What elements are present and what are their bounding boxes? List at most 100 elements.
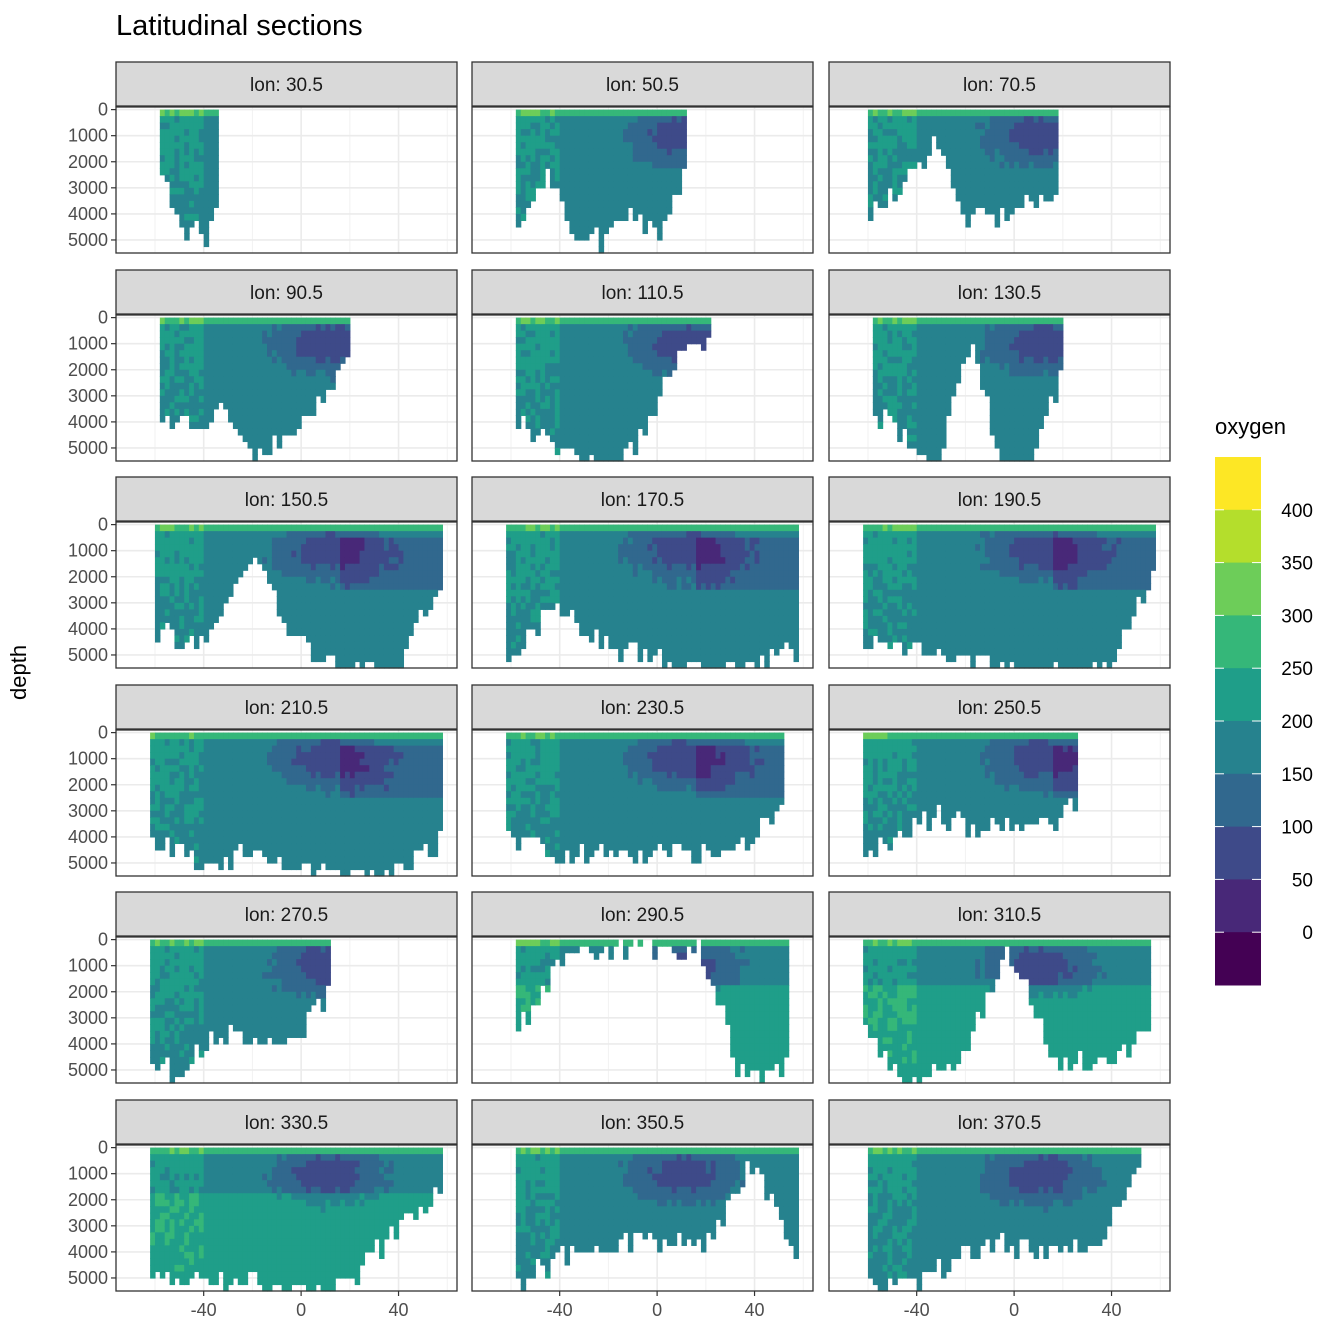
heatmap-column — [662, 110, 667, 221]
heatmap-cell — [213, 350, 218, 357]
heatmap-cell — [647, 207, 652, 214]
heatmap-cell — [1014, 350, 1019, 357]
heatmap-cell — [526, 344, 531, 351]
heatmap-cell — [1038, 389, 1043, 396]
heatmap-cell — [574, 531, 579, 538]
heatmap-cell — [599, 544, 604, 551]
heatmap-cell — [423, 551, 428, 558]
heatmap-cell — [170, 188, 175, 195]
heatmap-column — [574, 110, 579, 241]
heatmap-cell — [907, 337, 912, 344]
heatmap-cell — [189, 603, 194, 610]
heatmap-cell — [257, 409, 262, 416]
heatmap-cell — [204, 220, 209, 227]
heatmap-cell — [287, 596, 292, 603]
heatmap-cell — [384, 570, 389, 577]
heatmap-cell — [608, 220, 613, 227]
heatmap-cell — [160, 622, 165, 629]
heatmap-cell — [599, 233, 604, 240]
heatmap-cell — [565, 129, 570, 136]
heatmap-cell — [301, 318, 306, 325]
heatmap-cell — [272, 376, 277, 383]
heatmap-cell — [184, 233, 189, 240]
heatmap-cell — [174, 635, 179, 642]
heatmap-cell — [677, 142, 682, 149]
heatmap-cell — [618, 402, 623, 409]
heatmap-cell — [883, 201, 888, 208]
heatmap-cell — [569, 525, 574, 532]
heatmap-cell — [174, 622, 179, 629]
heatmap-cell — [233, 538, 238, 545]
heatmap-cell — [233, 531, 238, 538]
heatmap-cell — [248, 344, 253, 351]
heatmap-cell — [628, 337, 633, 344]
heatmap-cell — [194, 370, 199, 377]
heatmap-cell — [350, 642, 355, 649]
heatmap-cell — [574, 609, 579, 616]
heatmap-cell — [574, 129, 579, 136]
heatmap-cell — [599, 201, 604, 208]
heatmap-cell — [530, 175, 535, 182]
heatmap-cell — [643, 123, 648, 130]
heatmap-cell — [628, 435, 633, 442]
heatmap-cell — [233, 350, 238, 357]
heatmap-cell — [282, 389, 287, 396]
heatmap-cell — [511, 557, 516, 564]
heatmap-cell — [618, 616, 623, 623]
heatmap-cell — [594, 616, 599, 623]
heatmap-cell — [194, 422, 199, 429]
heatmap-cell — [228, 376, 233, 383]
heatmap-cell — [560, 557, 565, 564]
heatmap-cell — [1024, 441, 1029, 448]
heatmap-cell — [584, 116, 589, 123]
heatmap-cell — [912, 331, 917, 338]
heatmap-cell — [652, 331, 657, 338]
heatmap-cell — [189, 583, 194, 590]
facet-label: lon: 90.5 — [250, 283, 323, 304]
heatmap-cell — [355, 583, 360, 590]
heatmap-cell — [213, 538, 218, 545]
heatmap-cell — [902, 110, 907, 117]
heatmap-cell — [643, 344, 648, 351]
heatmap-cell — [287, 409, 292, 416]
heatmap-cell — [199, 175, 204, 182]
heatmap-cell — [922, 389, 927, 396]
heatmap-cell — [1034, 344, 1039, 351]
heatmap-cell — [878, 409, 883, 416]
heatmap-cell — [1014, 318, 1019, 325]
heatmap-cell — [569, 402, 574, 409]
heatmap-cell — [516, 570, 521, 577]
heatmap-cell — [868, 201, 873, 208]
heatmap-cell — [623, 363, 628, 370]
heatmap-cell — [282, 350, 287, 357]
heatmap-cell — [526, 181, 531, 188]
heatmap-cell — [1014, 175, 1019, 182]
heatmap-column — [316, 318, 321, 397]
heatmap-cell — [204, 603, 209, 610]
heatmap-cell — [189, 350, 194, 357]
heatmap-cell — [1024, 149, 1029, 156]
heatmap-cell — [599, 162, 604, 169]
heatmap-column — [179, 110, 184, 228]
heatmap-cell — [623, 207, 628, 214]
heatmap-cell — [252, 383, 257, 390]
heatmap-cell — [428, 531, 433, 538]
heatmap-cell — [647, 363, 652, 370]
heatmap-cell — [604, 136, 609, 143]
heatmap-cell — [374, 629, 379, 636]
heatmap-cell — [199, 603, 204, 610]
heatmap-cell — [165, 557, 170, 564]
heatmap-cell — [643, 370, 648, 377]
heatmap-cell — [160, 149, 165, 156]
heatmap-cell — [569, 603, 574, 610]
heatmap-cell — [530, 435, 535, 442]
heatmap-cell — [506, 609, 511, 616]
heatmap-cell — [360, 635, 365, 642]
heatmap-cell — [199, 538, 204, 545]
heatmap-cell — [946, 136, 951, 143]
heatmap-cell — [555, 441, 560, 448]
heatmap-cell — [1034, 162, 1039, 169]
heatmap-cell — [584, 227, 589, 234]
heatmap-cell — [165, 590, 170, 597]
heatmap-cell — [530, 162, 535, 169]
